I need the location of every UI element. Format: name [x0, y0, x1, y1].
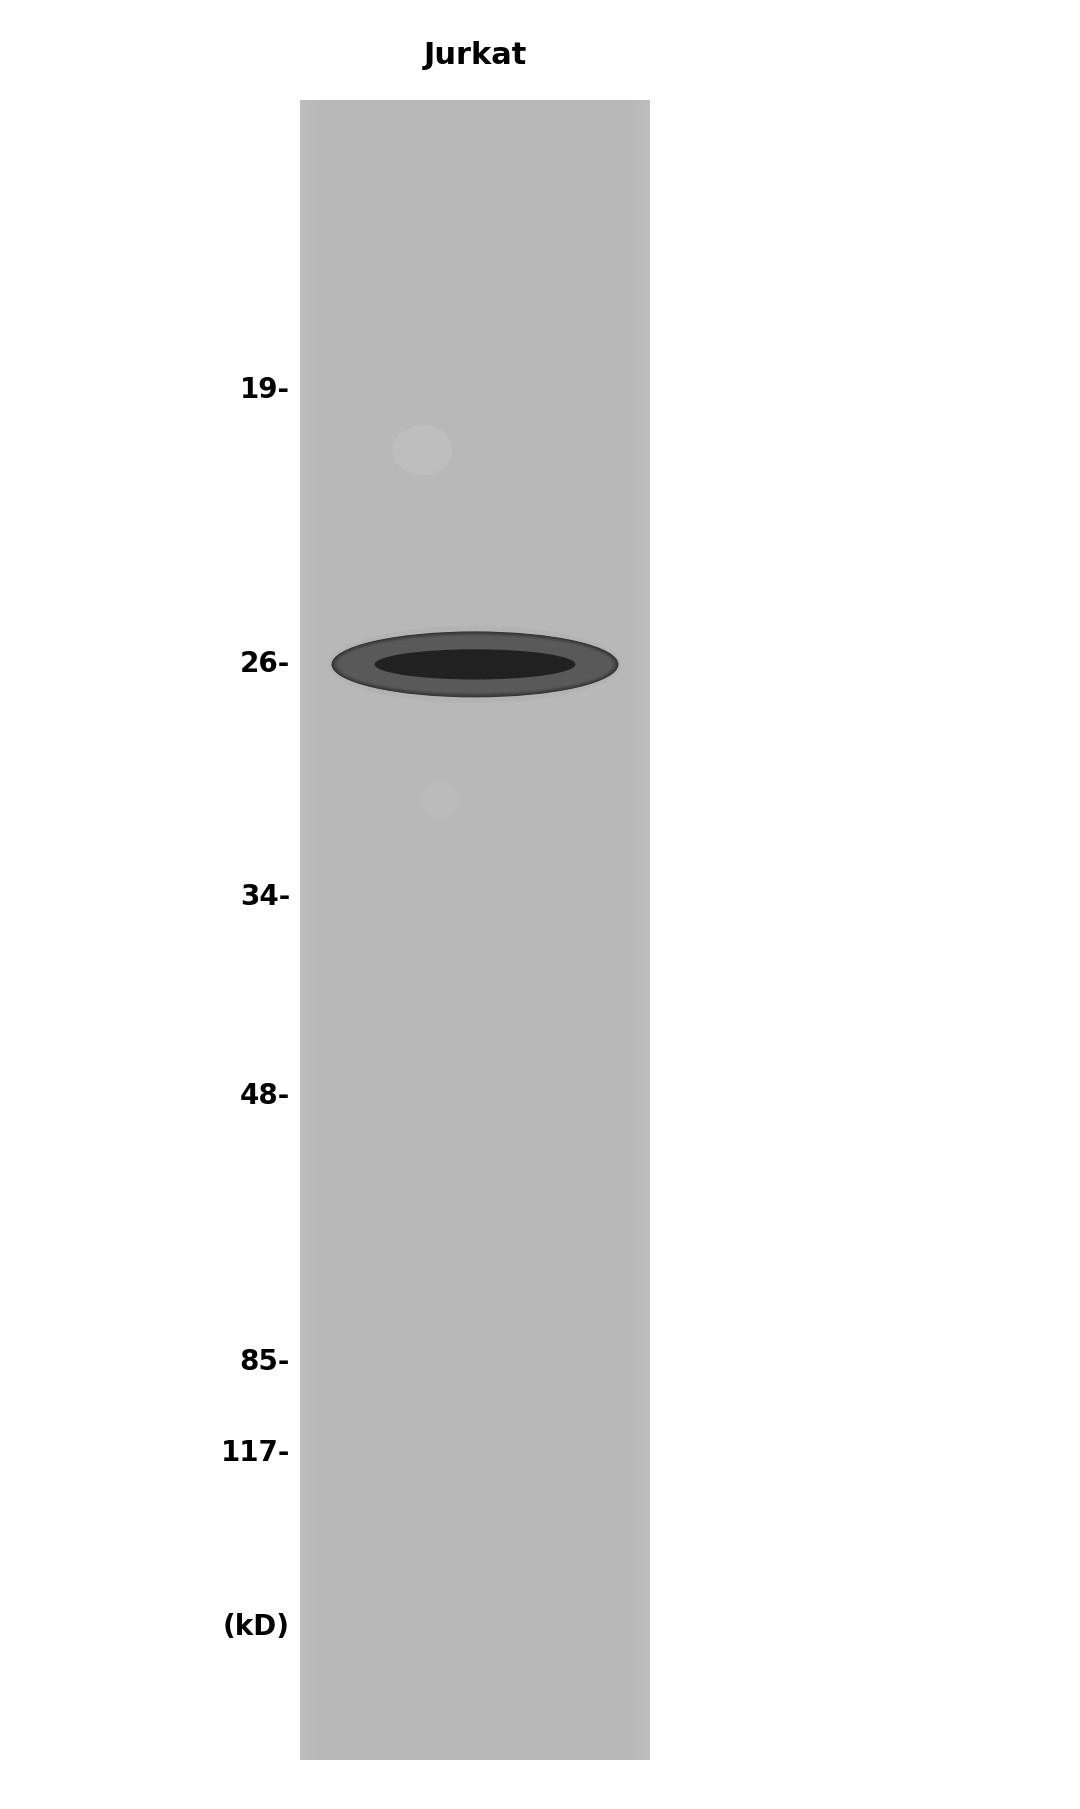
Bar: [300, 99, 650, 1760]
Ellipse shape: [332, 631, 619, 698]
Ellipse shape: [338, 637, 612, 693]
Text: 85-: 85-: [240, 1348, 291, 1375]
Ellipse shape: [334, 633, 617, 696]
Ellipse shape: [375, 649, 576, 680]
Ellipse shape: [335, 633, 616, 695]
Ellipse shape: [339, 637, 611, 693]
Ellipse shape: [328, 626, 621, 704]
Ellipse shape: [337, 635, 613, 695]
Text: 34-: 34-: [240, 883, 291, 910]
Text: 117-: 117-: [220, 1438, 291, 1467]
Ellipse shape: [336, 635, 615, 695]
Text: 19-: 19-: [240, 376, 291, 405]
Ellipse shape: [420, 780, 460, 819]
Text: 26-: 26-: [240, 651, 291, 678]
Ellipse shape: [334, 633, 616, 696]
Ellipse shape: [333, 633, 617, 696]
Ellipse shape: [392, 425, 453, 476]
Text: Jurkat: Jurkat: [423, 40, 527, 69]
Ellipse shape: [336, 635, 613, 695]
Text: (kD): (kD): [222, 1614, 291, 1641]
Text: 48-: 48-: [240, 1082, 291, 1111]
Ellipse shape: [333, 631, 618, 696]
Ellipse shape: [337, 635, 612, 693]
